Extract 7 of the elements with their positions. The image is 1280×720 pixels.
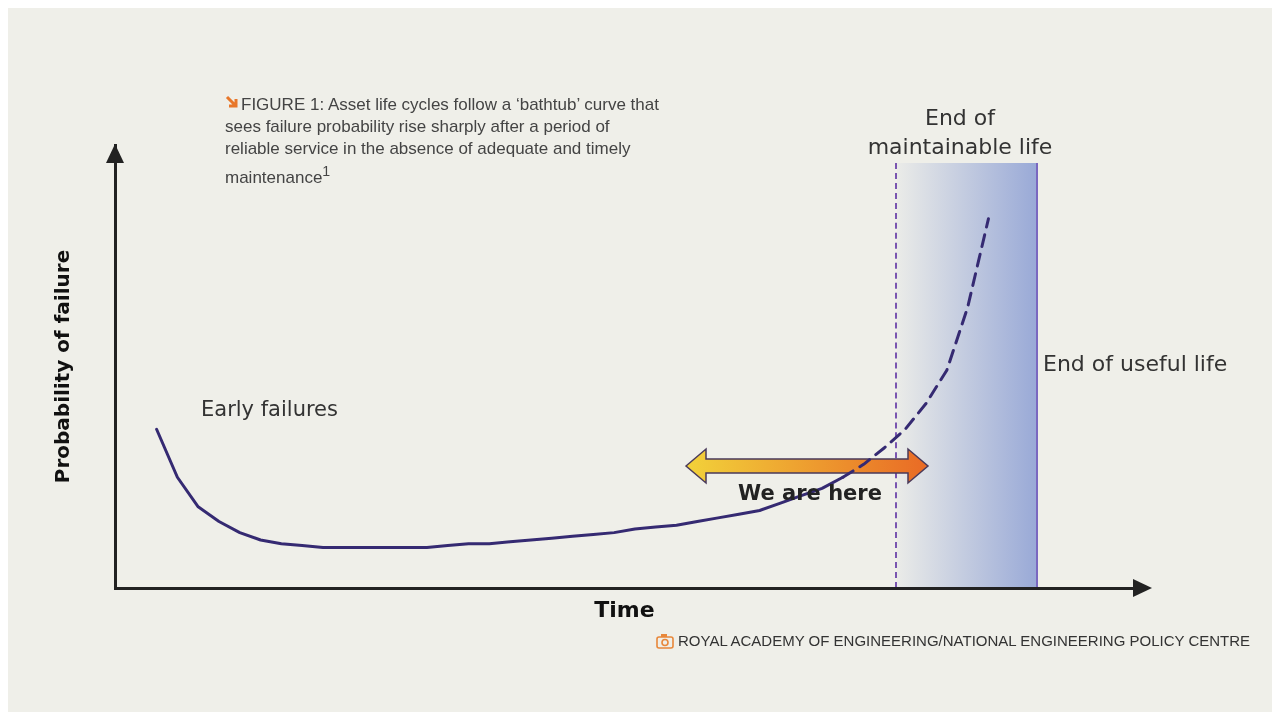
text: End of maintainable life [867,105,1053,159]
chart-title: FIGURE 1: Asset life cycles follow a ‘bathtub’ curve that sees failure probability rise sharply after a period of reliable service in the absence of adequate and timely maintenance$^{1}$ [225,95,659,187]
y-axis-title: Probability of failure [50,249,75,484]
annotation: End of useful life [1043,351,1228,376]
x-axis-title: Time [594,596,655,622]
text: ROYAL ACADEMY OF ENGINEERING/NATIONAL ENGINEERING POLICY CENTRE [678,632,1251,649]
annotation: Early failures [201,397,338,421]
